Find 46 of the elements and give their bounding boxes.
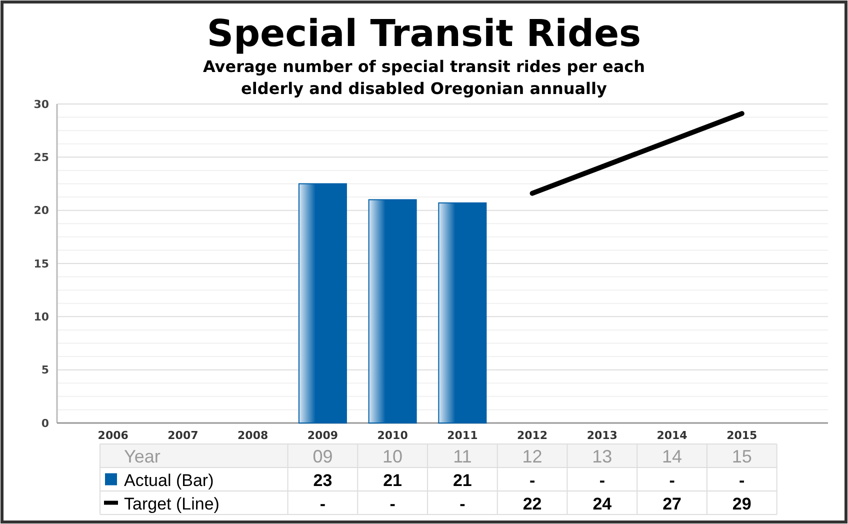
x-tick-label: 2014 <box>656 429 688 442</box>
x-tick-label: 2012 <box>516 429 548 442</box>
data-label: 29 <box>732 494 752 514</box>
x-tick-label: 2009 <box>307 429 338 442</box>
x-tick-label: 2008 <box>238 429 268 442</box>
legend-label: Target (Line) <box>124 494 220 514</box>
data-label: 21 <box>452 471 472 490</box>
text: - <box>529 471 536 490</box>
text: 14 <box>662 446 682 466</box>
legend-label: Actual (Bar) <box>124 471 214 490</box>
bar <box>368 199 417 424</box>
text: 15 <box>732 446 752 466</box>
text: 13 <box>592 446 612 466</box>
text: 09 <box>312 446 333 466</box>
text: - <box>669 471 675 490</box>
y-tick-label: 5 <box>41 364 49 377</box>
text: - <box>320 494 326 514</box>
chart-subtitle: Average number of special transit rides per each elderly and disabled Oregonian annually <box>202 57 646 98</box>
data-label: 24 <box>592 494 612 514</box>
y-tick-label: 10 <box>34 310 50 324</box>
x-tick-label: 2006 <box>98 429 129 442</box>
chart-title: Special Transit Rides <box>206 12 642 55</box>
x-tick-label: 2010 <box>377 429 408 442</box>
x-tick-label: 2011 <box>447 429 478 442</box>
text: - <box>390 494 396 514</box>
y-tick-label: 0 <box>41 416 50 430</box>
bar <box>438 202 487 424</box>
text: 11 <box>453 446 472 466</box>
x-tick-label: 2015 <box>726 429 758 442</box>
y-tick-label: 15 <box>34 257 49 270</box>
text: 12 <box>522 446 542 466</box>
text: Year <box>124 446 160 466</box>
text: 10 <box>382 446 403 466</box>
x-tick-label: 2013 <box>586 429 618 442</box>
bar <box>298 183 347 424</box>
y-tick-label: 25 <box>34 151 49 164</box>
data-label: 23 <box>313 471 332 490</box>
text: - <box>599 471 605 490</box>
data-label: 21 <box>383 471 402 490</box>
data-label: 27 <box>662 494 682 514</box>
y-tick-label: 30 <box>34 98 50 111</box>
data-label: 22 <box>522 494 542 514</box>
y-tick-label: 20 <box>34 204 50 218</box>
x-tick-label: 2007 <box>168 429 198 442</box>
text: - <box>460 494 466 514</box>
text: - <box>739 471 745 490</box>
